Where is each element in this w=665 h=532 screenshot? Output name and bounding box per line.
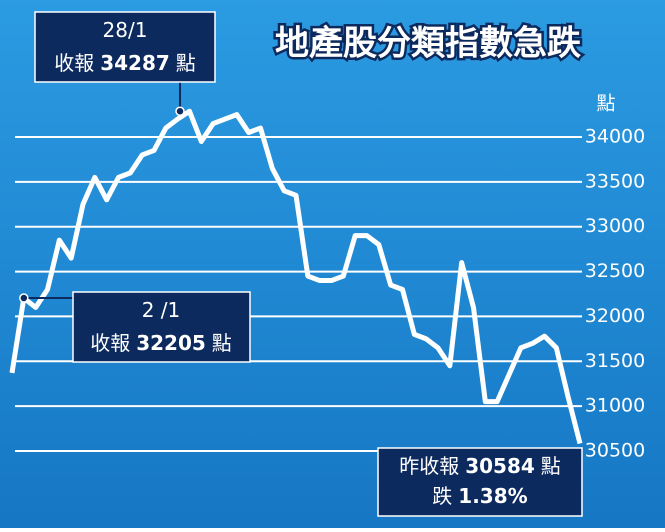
annotation-part: 收報 bbox=[90, 331, 130, 355]
chart-title: 地產股分類指數急跌 bbox=[275, 24, 581, 64]
annotation-part: 1.38% bbox=[458, 484, 527, 508]
y-tick-label: 31500 bbox=[585, 350, 645, 372]
y-tick-label: 33000 bbox=[585, 215, 645, 237]
annotation-part: 30584 bbox=[465, 454, 535, 478]
annotation-text: 跌 1.38% bbox=[432, 484, 527, 508]
y-tick-label: 32500 bbox=[585, 260, 645, 282]
annotation-part: 收報 bbox=[54, 51, 94, 75]
annotation-part: 2 /1 bbox=[142, 298, 181, 322]
annotation-part: 點 bbox=[541, 454, 561, 478]
y-tick-label: 34000 bbox=[585, 126, 645, 148]
annotation-box bbox=[377, 447, 583, 517]
y-tick-label: 32000 bbox=[585, 305, 645, 327]
y-tick-label: 30500 bbox=[585, 440, 645, 462]
annotation-text: 收報 32205 點 bbox=[90, 331, 232, 355]
annotation-dot bbox=[19, 293, 29, 303]
annotation-text: 28/1 bbox=[103, 18, 148, 42]
annotation-part: 34287 bbox=[100, 51, 170, 75]
annotation-dot bbox=[175, 106, 185, 117]
line bbox=[9, 108, 583, 445]
annotation-part: 點 bbox=[176, 51, 196, 75]
y-tick-label: 31000 bbox=[585, 395, 645, 417]
annotation-part: 28/1 bbox=[103, 18, 148, 42]
annotation-part: 32205 bbox=[136, 331, 206, 355]
y-axis-label: 點 bbox=[596, 93, 615, 115]
annotation-text: 2 /1 bbox=[142, 298, 181, 322]
annotation-box bbox=[34, 11, 216, 83]
annotation-part: 跌 bbox=[432, 484, 452, 508]
annotation-box bbox=[72, 291, 251, 363]
annotation-text: 昨收報 30584 點 bbox=[399, 454, 561, 478]
annotation-part: 點 bbox=[212, 331, 232, 355]
annotation-text: 收報 34287 點 bbox=[54, 51, 196, 75]
y-tick-label: 33500 bbox=[585, 170, 645, 192]
annotation-part: 昨收報 bbox=[399, 454, 459, 478]
